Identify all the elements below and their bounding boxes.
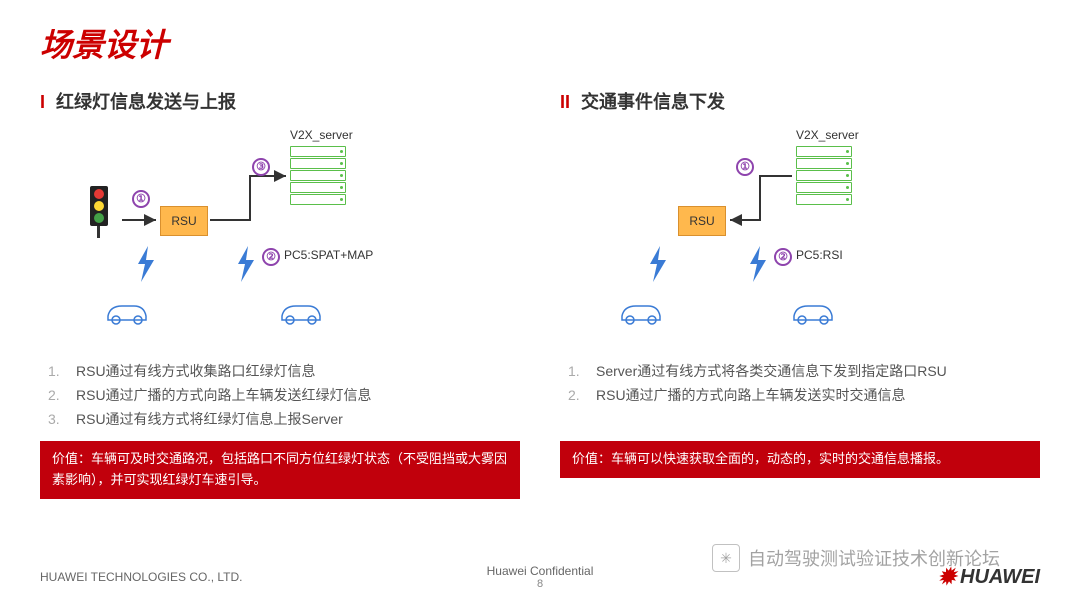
list-item: 2.RSU通过广播的方式向路上车辆发送实时交通信息 [568,384,1040,408]
right-value: 价值：车辆可以快速获取全面的，动态的，实时的交通信息播报。 [560,441,1040,478]
logo-text: HUAWEI [960,566,1040,589]
bolt-icon [648,246,668,282]
footer-left: HUAWEI TECHNOLOGIES CO., LTD. [40,570,487,584]
left-value: 价值：车辆可及时交通路况，包括路口不同方位红绿灯状态（不受阻挡或大雾因素影响），… [40,441,520,499]
footer-right: ✹ HUAWEI [593,564,1040,590]
slide: 场景设计 I 红绿灯信息发送与上报 V2X_server [0,0,1080,608]
right-diagram: V2X_server RSU ① ② PC5:RSI [560,128,1040,348]
step-badge-1: ① [132,190,150,208]
pc5-label: PC5:SPAT+MAP [284,248,373,262]
right-num: II [560,92,570,112]
car-icon [616,300,664,326]
list-item: 3.RSU通过有线方式将红绿灯信息上报Server [48,408,520,432]
column-right: II 交通事件信息下发 V2X_server RSU ① [560,88,1040,499]
step-badge-2: ② [774,248,792,266]
right-heading: 交通事件信息下发 [581,92,725,112]
car-icon [788,300,836,326]
footer: HUAWEI TECHNOLOGIES CO., LTD. Huawei Con… [0,564,1080,590]
list-item: 1.Server通过有线方式将各类交通信息下发到指定路口RSU [568,360,1040,384]
car-icon [102,300,150,326]
footer-page: 8 [487,578,594,590]
column-left: I 红绿灯信息发送与上报 V2X_server [40,88,520,499]
huawei-logo: ✹ HUAWEI [938,564,1040,590]
left-subtitle: I 红绿灯信息发送与上报 [40,88,520,114]
left-list: 1.RSU通过有线方式收集路口红绿灯信息 2.RSU通过广播的方式向路上车辆发送… [48,360,520,431]
bolt-icon [236,246,256,282]
page-title: 场景设计 [40,20,1040,66]
left-heading: 红绿灯信息发送与上报 [56,92,236,112]
bolt-icon [136,246,156,282]
car-icon [276,300,324,326]
step-badge-3: ③ [252,158,270,176]
footer-center: Huawei Confidential 8 [487,564,594,590]
footer-confidential: Huawei Confidential [487,564,594,578]
huawei-petal-icon: ✹ [938,564,956,590]
bolt-icon [748,246,768,282]
list-item: 1.RSU通过有线方式收集路口红绿灯信息 [48,360,520,384]
columns: I 红绿灯信息发送与上报 V2X_server [40,88,1040,499]
right-subtitle: II 交通事件信息下发 [560,88,1040,114]
step-badge-1: ① [736,158,754,176]
left-num: I [40,92,45,112]
step-badge-2: ② [262,248,280,266]
pc5-label: PC5:RSI [796,248,843,262]
list-item: 2.RSU通过广播的方式向路上车辆发送红绿灯信息 [48,384,520,408]
right-list: 1.Server通过有线方式将各类交通信息下发到指定路口RSU 2.RSU通过广… [568,360,1040,431]
left-diagram: V2X_server RSU [40,128,520,348]
